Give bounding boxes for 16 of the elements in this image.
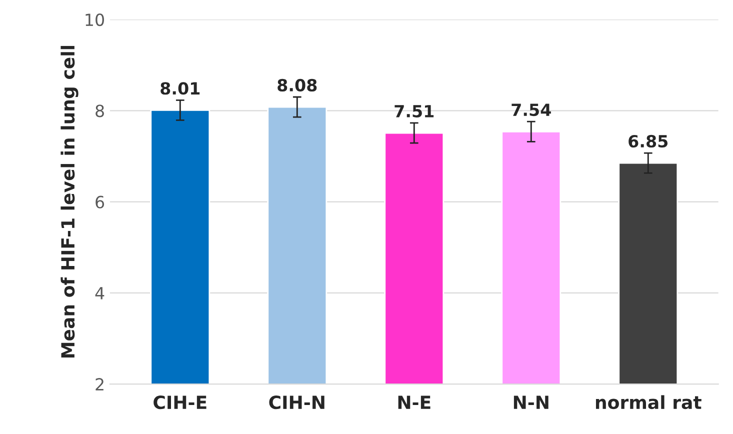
- data-label: 6.85: [628, 134, 668, 148]
- y-tick-label: 2: [96, 378, 104, 390]
- x-tick-label: CIH-E: [154, 396, 206, 410]
- x-tick-label: N-N: [514, 396, 548, 409]
- data-label: 8.08: [278, 78, 317, 92]
- x-tick-label: CIH-N: [269, 396, 324, 410]
- data-label: 8.01: [160, 82, 200, 95]
- x-tick-label: N-E: [398, 396, 430, 409]
- y-tick-label: 6: [96, 196, 104, 208]
- x-tick-label: normal rat: [596, 395, 702, 410]
- y-tick-label: 4: [95, 287, 104, 300]
- y-axis-title: Mean of HIF-1 level in lung cell: [60, 46, 78, 358]
- y-tick-label: 8: [96, 104, 104, 118]
- data-label: 7.51: [394, 105, 434, 118]
- data-label: 7.54: [512, 104, 551, 116]
- y-tick-label: 10: [86, 13, 104, 26]
